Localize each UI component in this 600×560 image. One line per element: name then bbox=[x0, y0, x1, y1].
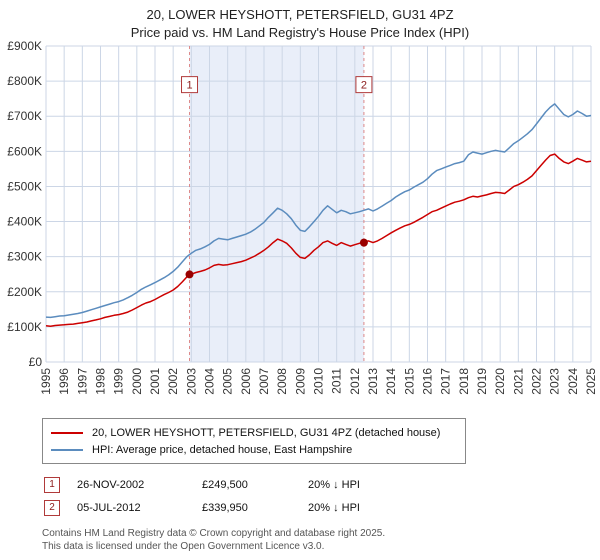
chart-legend: 20, LOWER HEYSHOTT, PETERSFIELD, GU31 4P… bbox=[42, 418, 466, 464]
svg-text:£700K: £700K bbox=[7, 109, 42, 123]
svg-text:2018: 2018 bbox=[457, 368, 471, 395]
svg-text:2013: 2013 bbox=[366, 368, 380, 395]
sale-2-hpi-delta: 20% ↓ HPI bbox=[308, 501, 360, 514]
svg-text:1996: 1996 bbox=[57, 368, 71, 395]
svg-text:1997: 1997 bbox=[75, 368, 89, 395]
svg-text:2003: 2003 bbox=[184, 368, 198, 395]
svg-text:2014: 2014 bbox=[384, 368, 398, 395]
sale-1-number-badge: 1 bbox=[44, 476, 60, 493]
svg-text:£200K: £200K bbox=[7, 285, 42, 299]
svg-text:2023: 2023 bbox=[548, 368, 562, 395]
svg-text:2000: 2000 bbox=[130, 368, 144, 395]
svg-text:1999: 1999 bbox=[112, 368, 126, 395]
svg-text:2011: 2011 bbox=[330, 368, 344, 394]
svg-text:2009: 2009 bbox=[293, 368, 307, 395]
svg-text:2020: 2020 bbox=[493, 368, 507, 395]
svg-text:1: 1 bbox=[186, 80, 192, 92]
sale-2-date: 05-JUL-2012 bbox=[77, 501, 141, 514]
legend-label-hpi: HPI: Average price, detached house, East… bbox=[92, 443, 353, 456]
page-title: 20, LOWER HEYSHOTT, PETERSFIELD, GU31 4P… bbox=[146, 7, 454, 22]
svg-text:2019: 2019 bbox=[475, 368, 489, 395]
sale-annotation-2: 2 05-JUL-2012 £339,950 20% ↓ HPI bbox=[44, 496, 600, 519]
svg-text:2006: 2006 bbox=[239, 368, 253, 395]
svg-text:£0: £0 bbox=[29, 355, 43, 369]
sale-annotation-1: 1 26-NOV-2002 £249,500 20% ↓ HPI bbox=[44, 473, 600, 496]
svg-text:2016: 2016 bbox=[421, 368, 435, 395]
svg-text:£800K: £800K bbox=[7, 74, 42, 88]
svg-text:2010: 2010 bbox=[312, 368, 326, 395]
svg-text:2: 2 bbox=[361, 80, 367, 92]
svg-text:2025: 2025 bbox=[584, 368, 598, 395]
svg-text:2017: 2017 bbox=[439, 368, 453, 395]
svg-text:2024: 2024 bbox=[566, 368, 580, 395]
legend-label-property: 20, LOWER HEYSHOTT, PETERSFIELD, GU31 4P… bbox=[92, 426, 441, 439]
svg-text:£500K: £500K bbox=[7, 179, 42, 193]
license-footer-line2: This data is licensed under the Open Gov… bbox=[42, 541, 325, 552]
legend-item-hpi: HPI: Average price, detached house, East… bbox=[51, 441, 457, 458]
sale-1-price: £249,500 bbox=[202, 478, 248, 491]
license-footer-line1: Contains HM Land Registry data © Crown c… bbox=[42, 528, 386, 539]
svg-text:£300K: £300K bbox=[7, 250, 42, 264]
license-footer: Contains HM Land Registry data © Crown c… bbox=[42, 527, 600, 553]
legend-swatch-hpi bbox=[51, 448, 83, 451]
svg-text:£100K: £100K bbox=[7, 320, 42, 334]
sale-2-price: £339,950 bbox=[202, 501, 248, 514]
svg-text:2007: 2007 bbox=[257, 368, 271, 395]
sale-1-date: 26-NOV-2002 bbox=[77, 478, 145, 491]
svg-text:1995: 1995 bbox=[39, 368, 53, 395]
svg-text:2008: 2008 bbox=[275, 368, 289, 395]
svg-text:£600K: £600K bbox=[7, 144, 42, 158]
svg-text:2022: 2022 bbox=[530, 368, 544, 395]
sale-1-hpi-delta: 20% ↓ HPI bbox=[308, 478, 360, 491]
legend-item-property: 20, LOWER HEYSHOTT, PETERSFIELD, GU31 4P… bbox=[51, 424, 457, 441]
sale-2-number-badge: 2 bbox=[44, 499, 60, 516]
legend-swatch-property bbox=[51, 431, 83, 434]
page-subtitle: Price paid vs. HM Land Registry's House … bbox=[130, 25, 470, 40]
svg-text:2002: 2002 bbox=[166, 368, 180, 395]
svg-text:2004: 2004 bbox=[203, 368, 217, 395]
sale-annotations: 1 26-NOV-2002 £249,500 20% ↓ HPI 2 05-JU… bbox=[44, 473, 600, 519]
svg-text:2015: 2015 bbox=[402, 368, 416, 395]
svg-text:2021: 2021 bbox=[511, 368, 525, 395]
svg-text:£900K: £900K bbox=[7, 40, 42, 53]
price-history-chart: 1 2 £0 £100K £200K £300K £400K £500K £600K £700K £… bbox=[7, 40, 598, 395]
svg-text:1998: 1998 bbox=[94, 368, 108, 395]
svg-text:£400K: £400K bbox=[7, 215, 42, 229]
svg-text:2012: 2012 bbox=[348, 368, 362, 395]
svg-text:2005: 2005 bbox=[221, 368, 235, 395]
svg-text:2001: 2001 bbox=[148, 368, 162, 395]
